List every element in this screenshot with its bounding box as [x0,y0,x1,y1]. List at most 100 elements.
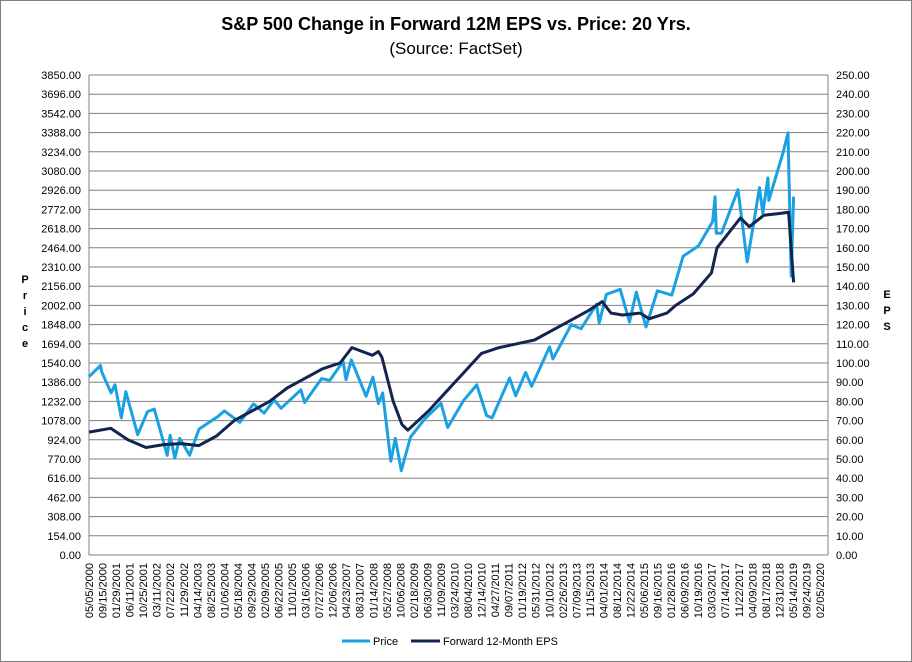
x-tick-label: 08/25/2003 [206,563,218,618]
x-tick-label: 10/19/2016 [693,563,705,618]
gridlines [89,74,828,556]
left-tick-label: 1848.00 [41,320,81,332]
x-tick-label: 12/14/2010 [477,563,489,618]
left-tick-label: 3234.00 [41,147,81,159]
left-tick-label: 1694.00 [41,339,81,351]
x-tick-label: 10/06/2008 [395,563,407,618]
right-tick-label: 50.00 [836,454,864,466]
right-tick-label: 150.00 [836,262,870,274]
right-tick-label: 40.00 [836,473,864,485]
x-tick-label: 01/14/2008 [368,563,380,618]
x-tick-label: 03/16/2006 [301,563,313,618]
x-tick-label: 04/27/2011 [490,563,502,617]
x-tick-label: 09/15/2000 [98,563,110,618]
left-tick-label: 3850.00 [41,70,81,82]
right-tick-label: 220.00 [836,128,870,140]
eps-line [88,210,796,449]
x-tick-label: 08/31/2007 [355,563,367,618]
left-tick-label: 2464.00 [41,243,81,255]
x-tick-label: 09/16/2015 [653,563,665,618]
x-tick-label: 10/10/2012 [544,563,556,618]
legend: Price Forward 12-Month EPS [342,636,558,648]
series-lines [87,131,796,473]
left-tick-label: 2772.00 [41,204,81,216]
right-tick-label: 180.00 [836,204,870,216]
x-tick-label: 11/09/2009 [436,563,448,617]
x-tick-label: 08/12/2014 [612,563,624,618]
x-tick-label: 07/09/2013 [571,563,583,618]
x-tick-label: 04/09/2018 [747,563,759,618]
x-tick-label: 01/28/2016 [666,563,678,618]
x-tick-label: 06/22/2005 [274,563,286,618]
left-tick-label: 3080.00 [41,166,81,178]
right-tick-label: 100.00 [836,358,870,370]
right-tick-label: 60.00 [836,435,864,447]
x-tick-label: 06/09/2016 [680,563,692,618]
x-tick-label: 04/01/2014 [598,563,610,618]
right-tick-label: 190.00 [836,185,870,197]
x-tick-label: 06/11/2001 [125,563,137,617]
left-tick-label: 1386.00 [41,377,81,389]
right-tick-label: 10.00 [836,531,864,543]
right-tick-label: 210.00 [836,147,870,159]
x-tick-label: 07/22/2002 [165,563,177,618]
left-tick-label: 3542.00 [41,108,81,120]
x-tick-label: 01/19/2012 [517,563,529,618]
right-tick-label: 110.00 [836,339,869,351]
x-tick-label: 04/23/2007 [341,563,353,618]
left-tick-label: 308.00 [47,512,81,524]
left-tick-label: 2618.00 [41,224,81,236]
axes: 0.00 0.00 154.00 10.00 308.00 20.00 462.00 30.0… [41,70,869,618]
left-tick-label: 462.00 [47,492,81,504]
x-tick-label: 08/04/2010 [463,563,475,618]
right-tick-label: 240.00 [836,89,870,101]
x-tick-label: 05/31/2012 [531,563,543,618]
right-tick-label: 130.00 [836,300,870,312]
right-tick-label: 30.00 [836,492,864,504]
right-tick-label: 170.00 [836,224,870,236]
x-tick-label: 12/22/2014 [625,563,637,618]
x-tick-label: 09/29/2004 [246,563,258,618]
x-tick-label: 11/29/2002 [179,563,191,617]
x-tick-label: 11/22/2017 [734,563,746,617]
x-tick-label: 02/05/2020 [815,563,827,618]
right-tick-label: 230.00 [836,108,870,120]
left-tick-label: 616.00 [47,473,81,485]
left-tick-label: 2310.00 [41,262,81,274]
x-tick-label: 11/01/2005 [287,563,299,617]
x-tick-label: 08/17/2018 [761,563,773,618]
x-tick-label: 09/07/2011 [504,563,516,617]
x-tick-label: 04/14/2003 [192,563,204,618]
x-tick-label: 07/27/2006 [314,563,326,618]
right-tick-label: 250.00 [836,70,870,82]
left-tick-label: 2156.00 [41,281,81,293]
x-tick-label: 02/09/2005 [260,563,272,618]
right-tick-label: 160.00 [836,243,870,255]
chart-subtitle: (Source: FactSet) [389,39,522,58]
x-tick-label: 03/11/2002 [152,563,164,617]
legend-price-label: Price [373,636,398,648]
right-tick-label: 70.00 [836,416,864,428]
x-tick-label: 03/03/2017 [707,563,719,618]
x-tick-label: 12/06/2006 [328,563,340,618]
chart-title: S&P 500 Change in Forward 12M EPS vs. Pr… [221,14,691,34]
left-tick-label: 3388.00 [41,128,81,140]
right-tick-label: 20.00 [836,512,864,524]
x-tick-label: 11/15/2013 [585,563,597,617]
left-tick-label: 0.00 [60,550,81,562]
x-tick-label: 02/18/2009 [409,563,421,618]
x-tick-label: 05/05/2000 [84,563,96,618]
x-tick-label: 03/24/2010 [450,563,462,618]
x-tick-label: 09/24/2019 [801,563,813,618]
right-tick-label: 140.00 [836,281,870,293]
right-tick-label: 90.00 [836,377,864,389]
left-tick-label: 924.00 [47,435,81,447]
legend-eps-label: Forward 12-Month EPS [443,636,558,648]
left-tick-label: 154.00 [47,531,81,543]
left-tick-label: 2002.00 [41,300,81,312]
left-tick-label: 3696.00 [41,89,81,101]
x-tick-label: 01/29/2001 [111,563,123,618]
